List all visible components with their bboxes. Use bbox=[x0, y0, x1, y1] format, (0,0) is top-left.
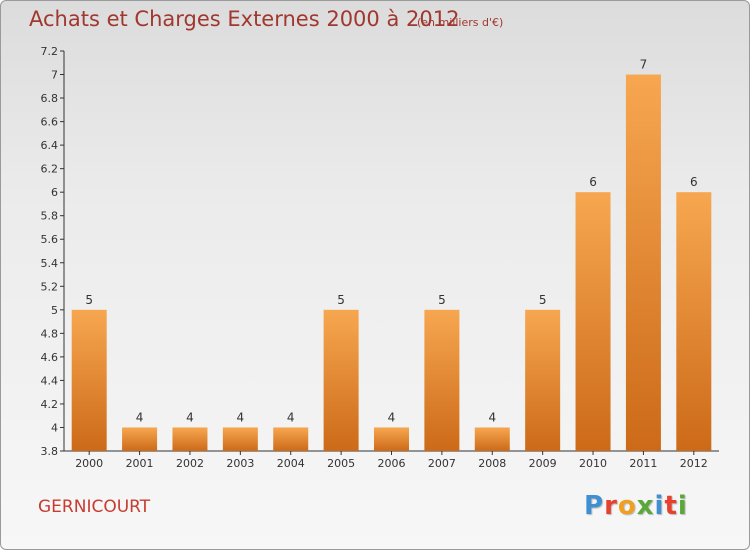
commune-name: GERNICOURT bbox=[38, 497, 151, 517]
y-tick-label: 7 bbox=[51, 69, 58, 82]
x-tick-label-2003: 2003 bbox=[226, 457, 254, 470]
bar-2010 bbox=[575, 192, 611, 452]
y-tick-label: 6.6 bbox=[41, 116, 59, 129]
bar-2002 bbox=[172, 427, 208, 451]
logo-letter: o bbox=[617, 491, 637, 521]
x-tick-label-2005: 2005 bbox=[327, 457, 355, 470]
data-label-2003: 4 bbox=[237, 410, 245, 424]
data-label-2009: 5 bbox=[539, 293, 547, 307]
x-tick-label-2004: 2004 bbox=[277, 457, 305, 470]
y-tick-label: 3.8 bbox=[41, 445, 59, 458]
data-label-2005: 5 bbox=[337, 293, 345, 307]
logo-letter: i bbox=[677, 491, 688, 521]
data-label-2004: 4 bbox=[287, 410, 295, 424]
axes: 3.8 4 4.2 4.4 4.6 4.8 5 5.2 5.4 5.6 5.8 6 6.2 6.4 6.6 6… bbox=[41, 45, 719, 470]
y-tick-label: 6.2 bbox=[41, 163, 59, 176]
data-label-2008: 4 bbox=[488, 410, 496, 424]
logo-letter: x bbox=[636, 491, 655, 521]
y-tick-label: 6.8 bbox=[41, 92, 59, 105]
data-label-2002: 4 bbox=[186, 410, 194, 424]
x-tick-label-2006: 2006 bbox=[378, 457, 406, 470]
bar-2003 bbox=[222, 427, 258, 451]
y-tick-label: 4.2 bbox=[41, 398, 59, 411]
x-tick-label-2010: 2010 bbox=[579, 457, 607, 470]
data-label-2011: 7 bbox=[640, 58, 648, 72]
data-label-2006: 4 bbox=[388, 410, 396, 424]
data-label-2000: 5 bbox=[85, 293, 93, 307]
bar-2006 bbox=[374, 427, 409, 451]
bar-2008 bbox=[474, 427, 510, 451]
bar-2005 bbox=[323, 309, 359, 451]
y-tick-label: 5.2 bbox=[41, 280, 59, 293]
bar-2011 bbox=[625, 74, 661, 451]
data-label-2007: 5 bbox=[438, 293, 446, 307]
y-tick-label: 5.8 bbox=[41, 210, 59, 223]
data-label-2012: 6 bbox=[690, 175, 698, 189]
x-tick-label-2002: 2002 bbox=[176, 457, 204, 470]
bar-2012 bbox=[676, 192, 712, 452]
proxiti-logo[interactable]: Proxiti bbox=[584, 491, 688, 521]
y-tick-label: 5.4 bbox=[41, 257, 59, 270]
y-tick-label: 6 bbox=[51, 186, 58, 199]
chart-title: Achats et Charges Externes 2000 à 2012 bbox=[29, 7, 460, 31]
x-tick-label-2008: 2008 bbox=[478, 457, 506, 470]
logo-letter: i bbox=[654, 491, 665, 521]
logo-letter: t bbox=[664, 491, 678, 521]
logo-letter: r bbox=[604, 491, 618, 521]
y-tick-label: 4.6 bbox=[41, 351, 59, 364]
chart-unit: (en milliers d'€) bbox=[417, 16, 504, 29]
y-tick-label: 4.8 bbox=[41, 327, 59, 340]
data-label-2001: 4 bbox=[136, 410, 144, 424]
y-tick-label: 5 bbox=[51, 304, 58, 317]
y-tick-label: 6.4 bbox=[41, 139, 59, 152]
data-label-2010: 6 bbox=[589, 175, 597, 189]
y-tick-label: 4.4 bbox=[41, 374, 59, 387]
x-tick-label-2012: 2012 bbox=[680, 457, 708, 470]
bar-2009 bbox=[525, 309, 561, 451]
bar-2000 bbox=[71, 309, 107, 451]
bars: 5 4 4 4 4 5 4 5 4 5 6 7 6 bbox=[71, 58, 712, 452]
logo-letter: P bbox=[584, 491, 605, 521]
x-tick-label-2007: 2007 bbox=[428, 457, 456, 470]
y-tick-label: 5.6 bbox=[41, 233, 59, 246]
y-tick-label: 4 bbox=[51, 421, 58, 434]
bar-2007 bbox=[424, 309, 460, 451]
y-tick-label: 7.2 bbox=[41, 45, 59, 58]
x-tick-label-2009: 2009 bbox=[529, 457, 557, 470]
x-tick-label-2011: 2011 bbox=[629, 457, 657, 470]
bar-2004 bbox=[273, 427, 309, 451]
x-tick-label-2000: 2000 bbox=[75, 457, 103, 470]
bar-2001 bbox=[122, 427, 158, 451]
x-tick-label-2001: 2001 bbox=[126, 457, 154, 470]
